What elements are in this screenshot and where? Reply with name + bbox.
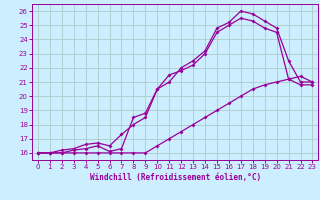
X-axis label: Windchill (Refroidissement éolien,°C): Windchill (Refroidissement éolien,°C) (90, 173, 261, 182)
